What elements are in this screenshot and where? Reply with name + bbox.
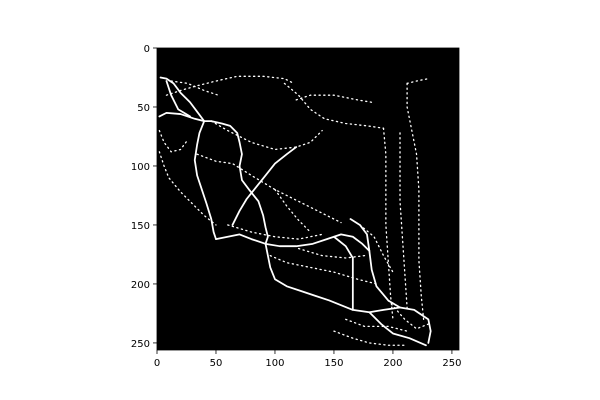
trail-dotted-lower-1	[227, 224, 323, 240]
y-axis: 0 50 100 150 200 250	[131, 44, 157, 350]
trail-dotted-ne-upper	[295, 94, 373, 103]
trail-solid-west-down	[193, 120, 217, 240]
trail-solid-southwest	[264, 242, 432, 344]
trail-solid-upper	[159, 76, 206, 123]
y-tick-label: 250	[131, 339, 150, 350]
x-axis: 0 50 100 150 200 250	[154, 350, 461, 369]
trail-dotted-south-2	[345, 318, 408, 332]
x-tick-label: 200	[383, 358, 402, 369]
y-tick-label: 200	[131, 280, 150, 291]
trail-solid-lower	[215, 233, 371, 252]
trail-solid-north-loop	[165, 80, 191, 118]
trail-dotted-mid-1	[210, 120, 323, 151]
image-area	[157, 48, 459, 350]
trail-dotted-lower-2	[269, 254, 378, 285]
trail-dotted-east-vertical-3	[399, 132, 408, 309]
trail-dotted-east-connector	[359, 224, 394, 273]
trail-solid-south	[368, 311, 427, 347]
y-tick-label: 0	[144, 44, 150, 55]
trail-solid-fork	[333, 235, 354, 311]
trail-dotted-northeast	[283, 82, 385, 129]
trail-dotted-center-diagonal	[274, 188, 312, 233]
x-tick-label: 150	[324, 358, 343, 369]
trail-solid-west	[158, 111, 213, 123]
axes-frame	[156, 47, 460, 351]
x-tick-label: 100	[265, 358, 284, 369]
trail-dotted-top-left	[170, 80, 219, 96]
trail-solid-central	[210, 120, 269, 245]
y-tick-label: 50	[137, 103, 150, 114]
trail-dotted-northeast-corner	[406, 78, 429, 85]
y-tick-label: 150	[131, 221, 150, 232]
trail-dotted-north	[165, 75, 295, 96]
trail-dotted-lower-3	[297, 247, 366, 259]
trail-solid-east	[349, 218, 401, 309]
trail-dotted-west-edge	[158, 151, 217, 226]
trail-dotted-southeast	[387, 299, 429, 330]
trail-dotted-west-loop	[158, 129, 189, 153]
x-tick-label: 0	[154, 358, 160, 369]
y-tick-label: 100	[131, 162, 150, 173]
trail-dotted-south-1	[333, 330, 406, 346]
x-tick-label: 50	[210, 358, 223, 369]
road-network-image	[158, 75, 432, 347]
x-tick-label: 250	[442, 358, 461, 369]
